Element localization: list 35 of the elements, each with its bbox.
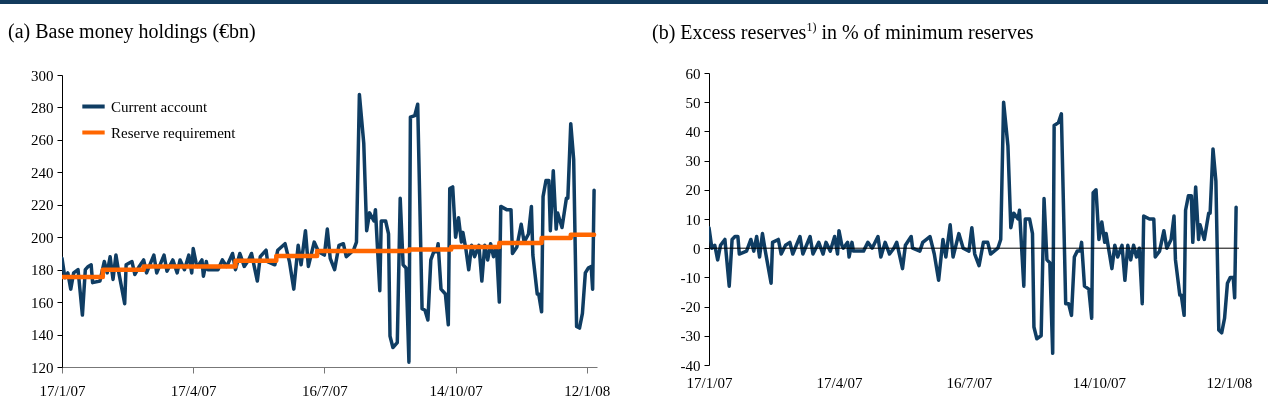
x-tick-label: 12/1/08	[564, 382, 611, 399]
y-tick-label: 120	[31, 359, 54, 376]
y-tick-label: -20	[680, 299, 701, 316]
y-tick-label: 10	[685, 211, 701, 228]
y-tick-label: 50	[685, 94, 701, 111]
x-tick-label: 16/7/07	[301, 382, 349, 399]
x-tick-label: 16/7/07	[946, 374, 993, 391]
chart-title: (b) Excess reserves$^{1)}$ in % of minimum reserves	[652, 20, 1034, 44]
x-tick-label: 14/10/07	[429, 382, 484, 399]
y-tick-label: 30	[685, 153, 701, 170]
x-tick-label: 12/1/08	[1206, 374, 1253, 391]
y-tick-label: 180	[31, 262, 54, 279]
x-tick-label: 17/4/07	[170, 382, 218, 399]
legend-label: Current account	[111, 98, 209, 115]
y-tick-label: 300	[31, 67, 54, 84]
y-tick-label: -10	[680, 269, 701, 286]
y-tick-label: -30	[680, 328, 701, 345]
y-tick-label: 60	[685, 65, 701, 82]
chart-title: (a) Base money holdings (€bn)	[8, 20, 256, 43]
y-tick-label: 260	[31, 132, 54, 149]
y-tick-label: 140	[31, 327, 54, 344]
legend-label: Reserve requirement	[111, 124, 237, 141]
y-tick-label: 160	[31, 294, 54, 311]
y-tick-label: 240	[31, 164, 54, 181]
y-tick-label: 200	[31, 229, 54, 246]
x-tick-label: 17/1/07	[39, 382, 86, 399]
x-tick-label: 17/1/07	[686, 374, 733, 391]
x-tick-label: 14/10/07	[1072, 374, 1127, 391]
y-tick-label: 20	[685, 182, 701, 199]
y-tick-label: 220	[31, 197, 54, 214]
y-tick-label: 280	[31, 99, 54, 116]
y-tick-label: -40	[680, 357, 701, 374]
y-tick-label: 40	[685, 123, 701, 140]
x-tick-label: 17/4/07	[816, 374, 863, 391]
y-tick-label: 0	[693, 240, 701, 257]
